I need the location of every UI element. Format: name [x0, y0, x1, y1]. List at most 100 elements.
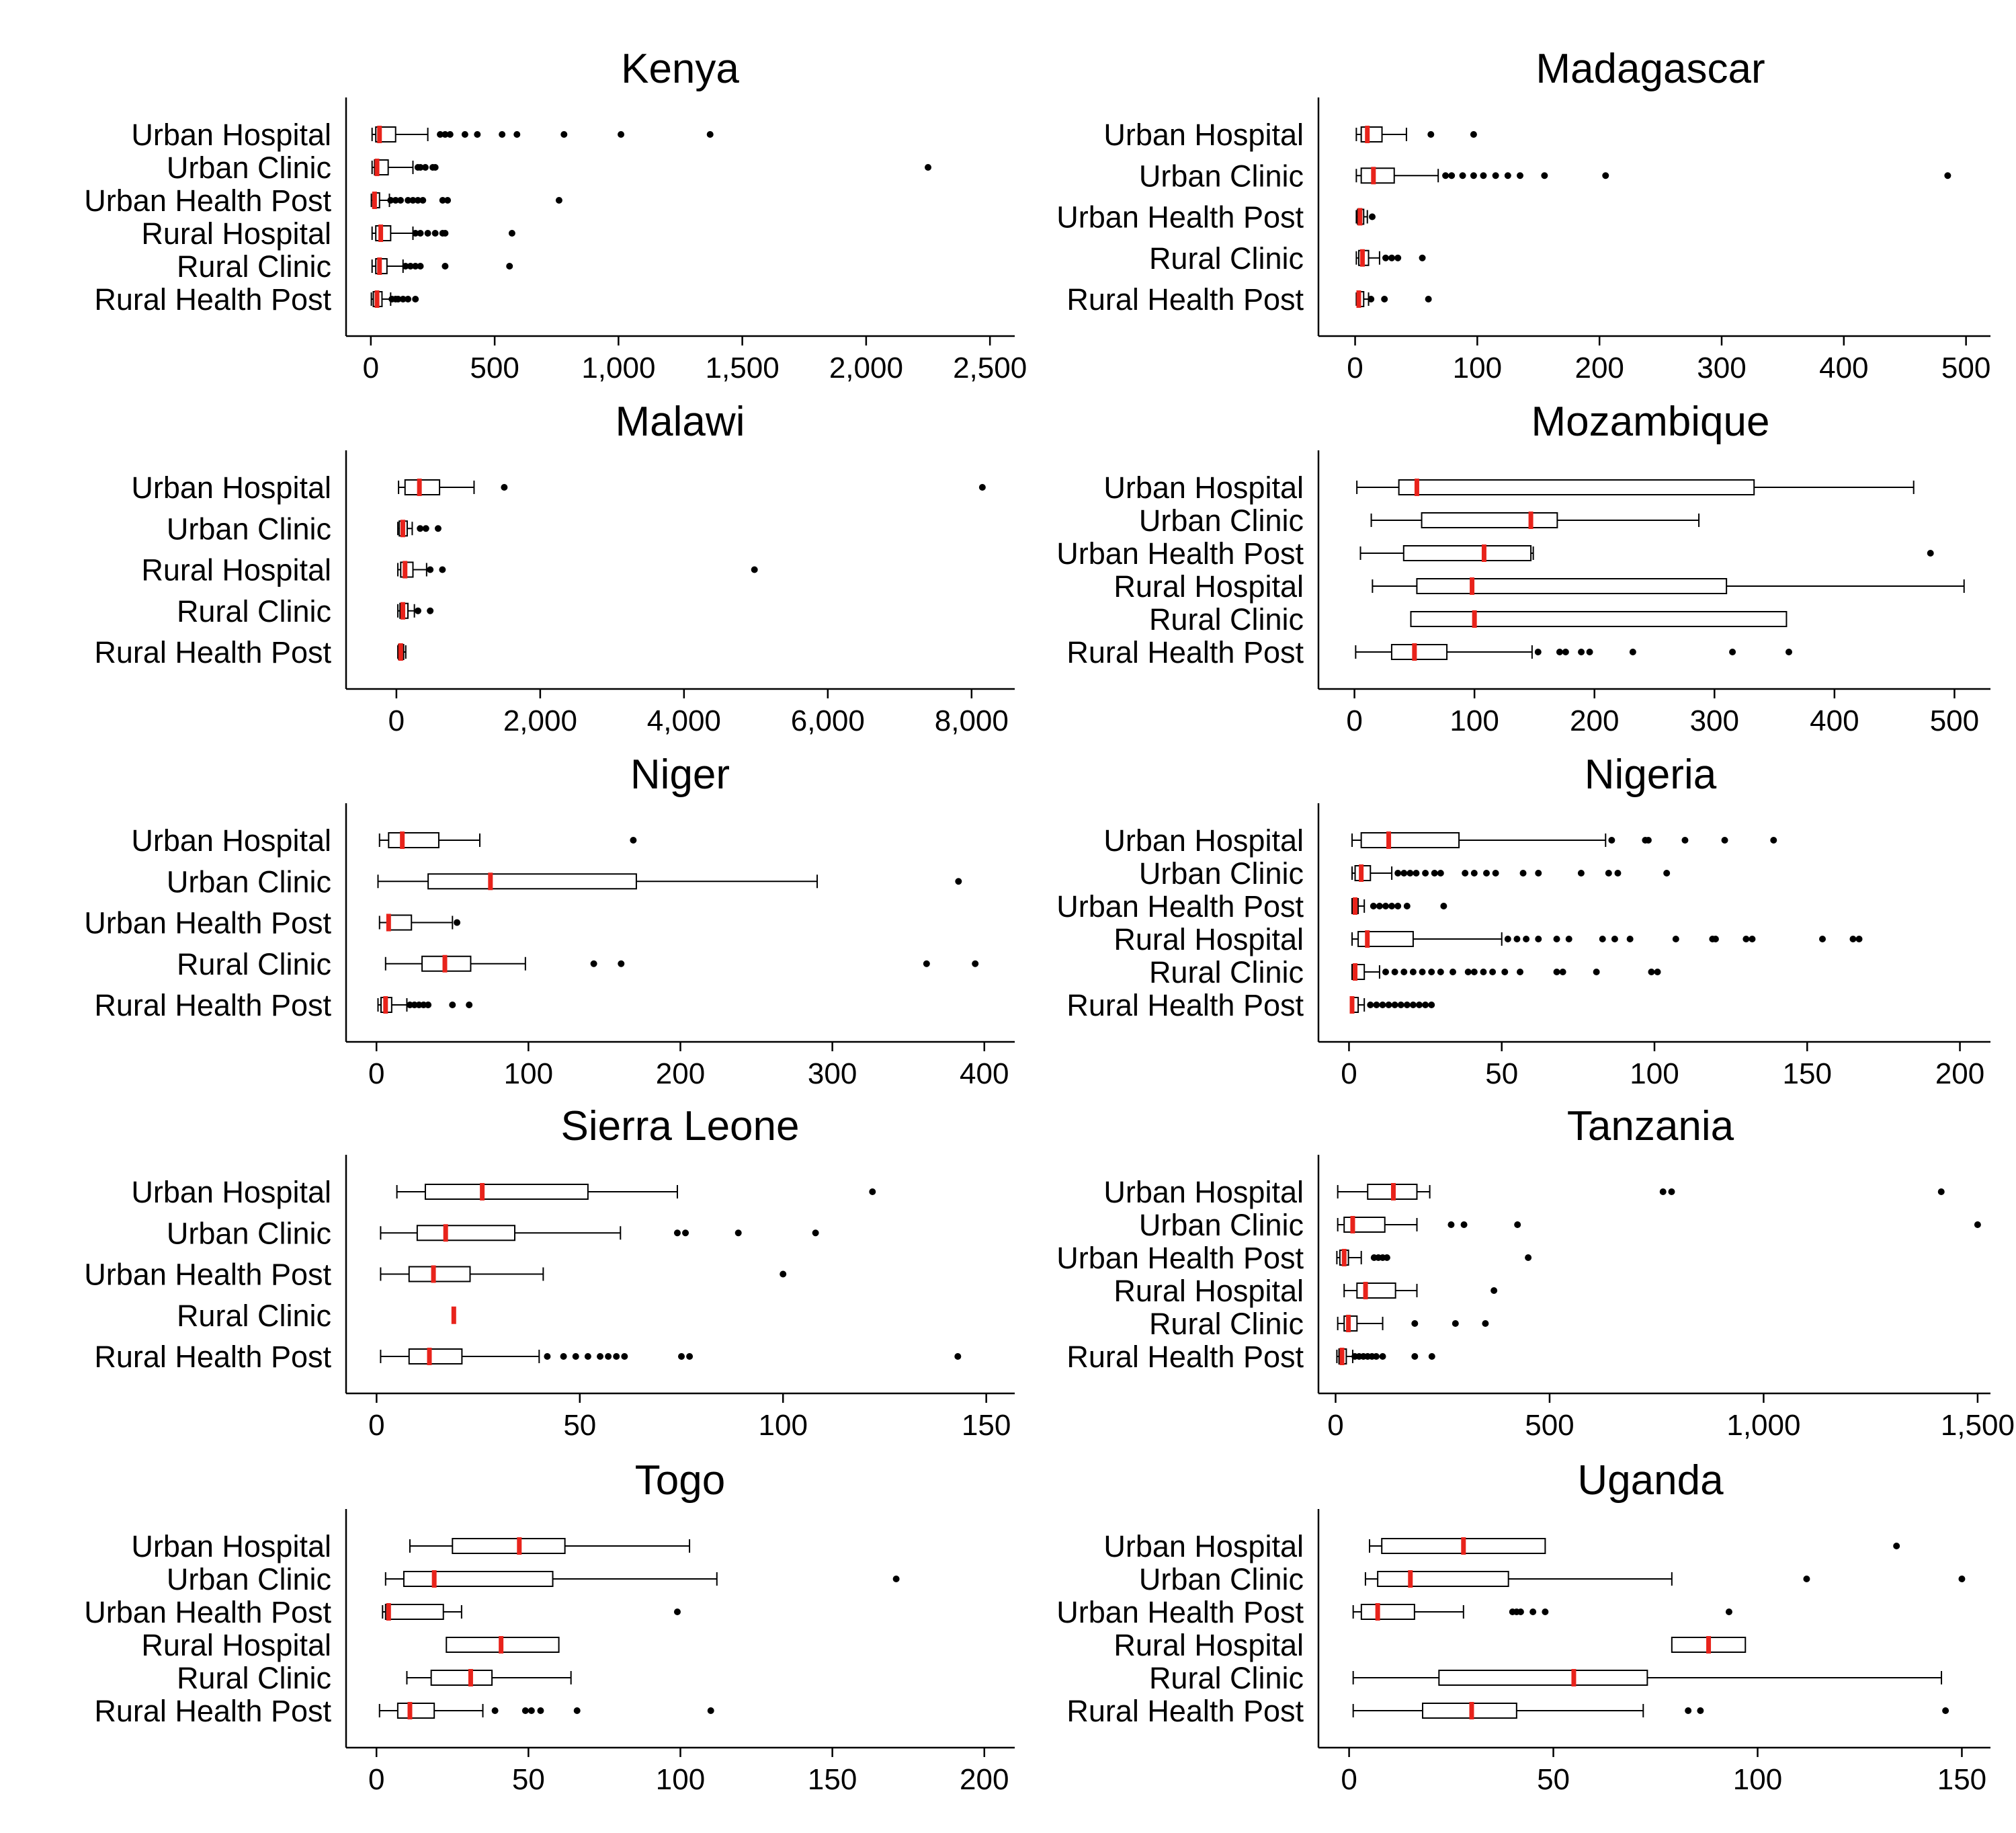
- outlier-point: [528, 1707, 535, 1714]
- outlier-point: [706, 131, 714, 138]
- outlier-point: [1534, 649, 1542, 655]
- outlier-point: [434, 525, 442, 532]
- outlier-point: [1644, 837, 1652, 844]
- outlier-point: [1786, 649, 1792, 655]
- iqr-box: [1343, 1217, 1386, 1233]
- category-label: Urban Hospital: [131, 1175, 331, 1209]
- category-label: Urban Clinic: [1139, 856, 1304, 891]
- outlier-point: [1668, 1188, 1675, 1195]
- outlier-point: [1437, 969, 1444, 975]
- category-label: Urban Clinic: [167, 1216, 331, 1250]
- category-label: Urban Hospital: [131, 118, 331, 152]
- outlier-point: [673, 1608, 681, 1615]
- series-rural-hospital: Rural Hospital: [141, 553, 758, 587]
- series-urban-clinic: Urban Clinic: [1139, 856, 1671, 891]
- outlier-point: [1553, 936, 1560, 942]
- outlier-point: [399, 296, 407, 302]
- outlier-point: [1958, 1576, 1966, 1582]
- outlier-point: [1428, 969, 1435, 975]
- outlier-point: [1529, 1608, 1537, 1615]
- x-tick-label: 0: [1341, 1057, 1357, 1090]
- outlier-point: [417, 525, 424, 532]
- outlier-point: [1893, 1543, 1900, 1549]
- outlier-point: [1373, 1002, 1380, 1008]
- chart-title: Uganda: [1577, 1457, 1724, 1504]
- x-tick-label: 100: [504, 1057, 553, 1090]
- panel-mozambique: Mozambique 0 100 200 300 400 500 Urban Hospital…: [1056, 399, 1990, 737]
- iqr-box: [1356, 1282, 1396, 1299]
- outlier-point: [513, 131, 521, 138]
- series-rural-health-post: Rural Health Post: [1066, 635, 1792, 669]
- outlier-point: [1394, 870, 1402, 877]
- outlier-point: [1394, 254, 1402, 261]
- series-rural-hospital: Rural Hospital: [1114, 1274, 1498, 1308]
- chart-title: Sierra Leone: [560, 1103, 799, 1149]
- category-label: Rural Hospital: [1114, 922, 1304, 956]
- panel-madagascar: Madagascar 0 100 200 300 400 500 Urban Hospital…: [1056, 46, 1990, 384]
- category-label: Urban Health Post: [84, 906, 331, 940]
- x-tick-label: 0: [368, 1763, 384, 1796]
- outlier-point: [1535, 870, 1542, 877]
- x-tick-label: 300: [1697, 352, 1746, 384]
- outlier-point: [1614, 870, 1622, 877]
- x-tick-label: 200: [960, 1763, 1009, 1796]
- outlier-point: [1659, 1188, 1667, 1195]
- category-label: Urban Hospital: [1103, 1529, 1304, 1563]
- series-urban-hospital: Urban Hospital: [1103, 1175, 1945, 1209]
- outlier-point: [1504, 936, 1511, 942]
- series-rural-clinic: Rural Clinic: [1149, 1307, 1489, 1341]
- outlier-point: [466, 1002, 473, 1008]
- outlier-point: [1681, 837, 1689, 844]
- outlier-point: [446, 131, 454, 138]
- x-tick-label: 50: [512, 1763, 545, 1796]
- outlier-point: [1725, 1608, 1732, 1615]
- outlier-point: [405, 197, 412, 204]
- outlier-point: [1416, 1002, 1423, 1008]
- outlier-point: [1519, 870, 1527, 877]
- outlier-point: [1428, 1353, 1435, 1360]
- series-urban-hospital: Urban Hospital: [131, 1529, 691, 1563]
- outlier-point: [506, 263, 513, 270]
- x-tick-label: 0: [363, 352, 379, 384]
- x-tick-label: 4,000: [647, 704, 721, 737]
- series-rural-health-post: Rural Health Post: [94, 282, 419, 317]
- outlier-point: [1648, 969, 1655, 975]
- outlier-point: [1672, 936, 1679, 942]
- iqr-box: [1416, 578, 1728, 594]
- outlier-point: [572, 1353, 579, 1360]
- outlier-point: [425, 1002, 432, 1008]
- outlier-point: [1379, 1002, 1386, 1008]
- outlier-point: [1492, 172, 1499, 179]
- chart-title: Nigeria: [1585, 751, 1717, 798]
- outlier-point: [1729, 649, 1736, 655]
- outlier-point: [407, 263, 414, 270]
- category-label: Rural Health Post: [1066, 635, 1304, 669]
- x-tick-label: 1,500: [1941, 1409, 2015, 1442]
- outlier-point: [1849, 936, 1857, 942]
- category-label: Urban Clinic: [167, 864, 331, 899]
- outlier-point: [1440, 903, 1447, 909]
- iqr-box: [1438, 1670, 1648, 1686]
- category-label: Urban Health Post: [1056, 536, 1304, 571]
- x-tick-label: 6,000: [791, 704, 865, 737]
- category-label: Urban Health Post: [84, 1258, 331, 1292]
- series-rural-health-post: Rural Health Post: [94, 1340, 962, 1374]
- x-tick-label: 400: [1810, 704, 1859, 737]
- outlier-point: [1490, 1287, 1498, 1294]
- outlier-point: [1712, 936, 1719, 942]
- outlier-point: [1523, 936, 1530, 942]
- series-urban-health-post: Urban Health Post: [84, 184, 562, 218]
- panel-kenya: Kenya 0 500 1,000 1,500 2,000 2,500 Urban Hospi…: [84, 46, 1027, 384]
- iqr-box: [424, 1184, 589, 1200]
- outlier-point: [1419, 254, 1426, 261]
- outlier-point: [597, 1353, 604, 1360]
- outlier-point: [394, 296, 402, 302]
- series-rural-clinic: Rural Clinic: [1149, 955, 1661, 989]
- outlier-point: [1593, 969, 1600, 975]
- outlier-point: [1470, 172, 1477, 179]
- series-rural-clinic: Rural Clinic: [177, 594, 434, 628]
- category-label: Urban Hospital: [131, 1529, 331, 1563]
